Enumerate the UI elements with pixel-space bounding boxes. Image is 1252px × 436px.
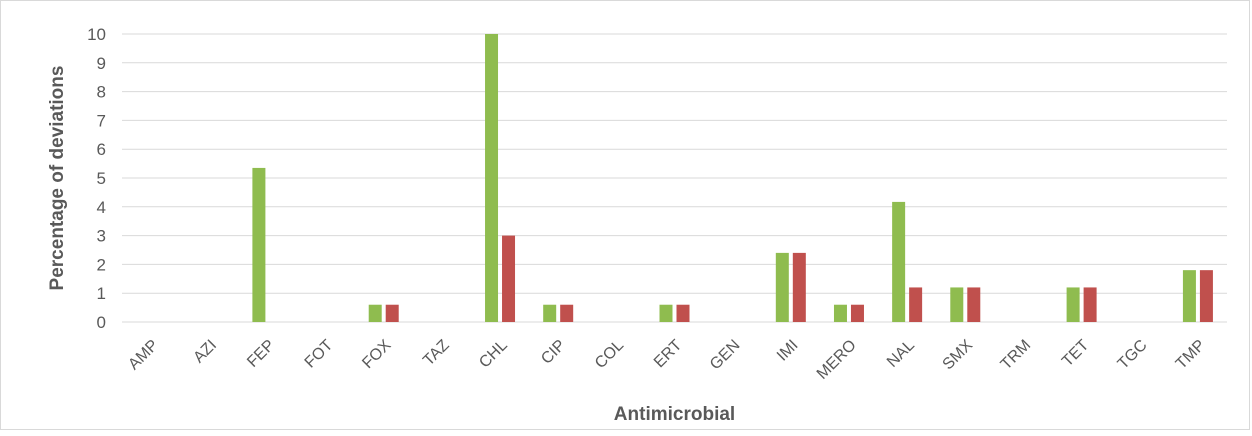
x-tick-label: NAL <box>884 337 918 371</box>
y-tick-label: 10 <box>87 25 106 44</box>
bar-mero-series-1 <box>833 304 847 322</box>
x-tick-label: CHL <box>476 337 511 372</box>
x-tick-label: GEN <box>707 337 744 374</box>
x-tick-label: FOX <box>359 337 395 373</box>
bar-smx-series-1 <box>950 287 964 322</box>
bar-smx-series-2 <box>967 287 981 322</box>
bar-nal-series-2 <box>909 287 923 322</box>
bar-imi-series-1 <box>775 252 789 322</box>
bar-tmp-series-2 <box>1199 270 1213 322</box>
x-tick-label: AMP <box>125 337 162 374</box>
x-tick-label: FEP <box>244 337 278 371</box>
x-tick-label: ERT <box>651 337 686 372</box>
bar-tmp-series-1 <box>1182 270 1196 322</box>
x-tick-label: FOT <box>302 337 337 372</box>
y-tick-label: 2 <box>97 255 106 274</box>
x-tick-labels: AMP AZI FEP FOT FOX TAZ CHL CIP COL ERT GEN IMI MERO… <box>125 337 1208 383</box>
bar-cip-series-2 <box>560 304 574 322</box>
bar-ert-series-2 <box>676 304 690 322</box>
y-tick-label: 5 <box>97 169 106 188</box>
y-tick-label: 4 <box>97 198 106 217</box>
y-tick-labels: 0 1 2 3 4 5 6 7 8 9 10 <box>87 25 106 332</box>
x-tick-label: COL <box>592 337 627 372</box>
bar-imi-series-2 <box>792 252 806 322</box>
bar-fox-series-1 <box>368 304 382 322</box>
bar-nal-series-1 <box>892 201 906 322</box>
x-tick-label: IMI <box>774 337 802 365</box>
gridlines <box>122 33 1227 323</box>
x-tick-label: AZI <box>190 337 220 367</box>
x-tick-label: TET <box>1059 337 1093 371</box>
x-tick-label: TRM <box>998 337 1035 374</box>
bar-mero-series-2 <box>850 304 864 322</box>
bar-ert-series-1 <box>659 304 673 322</box>
bar-cip-series-1 <box>543 304 557 322</box>
y-tick-label: 8 <box>97 83 106 102</box>
bars <box>252 34 1213 322</box>
x-tick-label: TMP <box>1173 337 1209 373</box>
x-tick-label: MERO <box>814 337 860 383</box>
y-axis-title: Percentage of deviations <box>47 66 68 291</box>
bar-fox-series-2 <box>385 304 399 322</box>
y-tick-label: 7 <box>97 111 106 130</box>
x-axis-title: Antimicrobial <box>614 404 735 425</box>
y-tick-label: 1 <box>97 284 106 303</box>
x-tick-label: TGC <box>1115 337 1151 373</box>
x-tick-label: SMX <box>940 337 977 374</box>
x-tick-label: CIP <box>538 337 569 368</box>
bar-tet-series-1 <box>1066 287 1080 322</box>
bar-fep-series-1 <box>252 167 266 322</box>
x-tick-label: TAZ <box>420 337 453 370</box>
bar-chl-series-2 <box>502 235 516 322</box>
y-tick-label: 6 <box>97 140 106 159</box>
y-tick-label: 3 <box>97 227 106 246</box>
bar-tet-series-2 <box>1083 287 1097 322</box>
bar-chl-series-1 <box>485 34 499 322</box>
y-tick-label: 9 <box>97 54 106 73</box>
y-tick-label: 0 <box>97 313 106 332</box>
